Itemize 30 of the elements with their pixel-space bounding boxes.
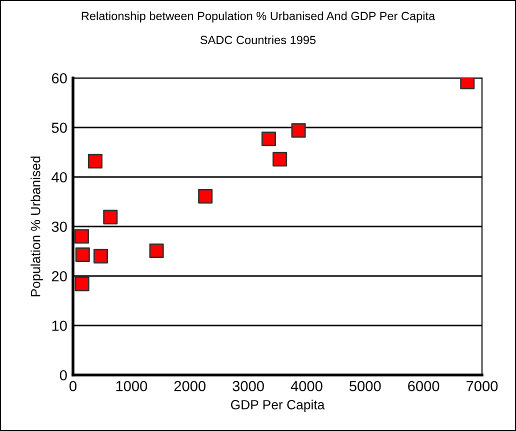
point	[103, 210, 118, 224]
x-tick-label: 0	[70, 380, 76, 392]
point	[75, 247, 90, 262]
y-tick-label: 50	[52, 122, 67, 133]
point	[74, 276, 90, 292]
point	[149, 243, 164, 258]
point	[74, 229, 90, 244]
chart-subtitle: SADC Countries 1995	[200, 36, 316, 44]
x-tick-label: 6000	[408, 380, 440, 392]
x-axis-title: GDP Per Capita	[230, 400, 325, 412]
y-tick-label: 10	[52, 320, 67, 331]
point	[291, 123, 306, 138]
x-tick-label: 1000	[116, 380, 148, 392]
point	[272, 152, 288, 166]
point	[261, 132, 276, 146]
chart-title: Relationship between Population % Urbanised And GDP Per Capita	[82, 12, 436, 22]
point	[88, 154, 102, 168]
x-tick-label: 7000	[466, 380, 498, 392]
x-tick-label: 5000	[350, 380, 381, 392]
y-tick-label: 60	[52, 73, 67, 84]
y-axis-title: Population % Urbanised	[30, 156, 43, 296]
y-tick-label: 40	[52, 172, 67, 182]
point	[93, 248, 108, 264]
y-tick-label: 30	[52, 222, 67, 232]
y-tick-label: 20	[52, 271, 67, 282]
point	[198, 189, 213, 204]
x-tick-label: 2000	[174, 380, 206, 392]
x-tick-label: 4000	[290, 380, 322, 392]
y-tick-label: 0	[60, 370, 67, 380]
x-tick-label: 3000	[232, 380, 264, 392]
